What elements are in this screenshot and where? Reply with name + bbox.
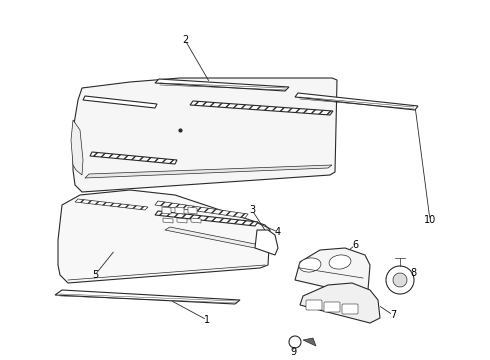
Polygon shape xyxy=(58,190,270,283)
Polygon shape xyxy=(73,78,337,192)
Polygon shape xyxy=(191,218,201,223)
Polygon shape xyxy=(255,230,278,255)
Polygon shape xyxy=(303,338,316,346)
Polygon shape xyxy=(163,218,173,223)
Polygon shape xyxy=(165,227,270,250)
Polygon shape xyxy=(295,93,418,110)
Circle shape xyxy=(386,266,414,294)
Circle shape xyxy=(289,336,301,348)
Text: 3: 3 xyxy=(249,205,255,215)
Polygon shape xyxy=(300,283,380,323)
Polygon shape xyxy=(188,207,197,214)
Text: 1: 1 xyxy=(204,315,210,325)
Polygon shape xyxy=(85,165,332,178)
Circle shape xyxy=(393,273,407,287)
Polygon shape xyxy=(90,152,177,164)
Text: 8: 8 xyxy=(410,268,416,278)
Text: 10: 10 xyxy=(424,215,436,225)
Text: 4: 4 xyxy=(275,227,281,237)
Polygon shape xyxy=(295,248,370,295)
Polygon shape xyxy=(175,207,184,214)
Polygon shape xyxy=(83,96,157,108)
FancyBboxPatch shape xyxy=(342,304,358,314)
Polygon shape xyxy=(190,101,333,115)
Polygon shape xyxy=(155,79,289,91)
Text: 2: 2 xyxy=(182,35,188,45)
Polygon shape xyxy=(162,207,171,214)
Polygon shape xyxy=(155,201,248,218)
Ellipse shape xyxy=(329,255,351,269)
Polygon shape xyxy=(71,120,83,175)
Polygon shape xyxy=(155,211,258,226)
Polygon shape xyxy=(75,199,148,210)
Polygon shape xyxy=(55,290,240,304)
Text: 7: 7 xyxy=(390,310,396,320)
Ellipse shape xyxy=(299,258,321,272)
Text: 5: 5 xyxy=(92,270,98,280)
Text: 6: 6 xyxy=(352,240,358,250)
Text: 9: 9 xyxy=(290,347,296,357)
FancyBboxPatch shape xyxy=(324,302,340,312)
FancyBboxPatch shape xyxy=(306,300,322,310)
Polygon shape xyxy=(177,218,187,223)
